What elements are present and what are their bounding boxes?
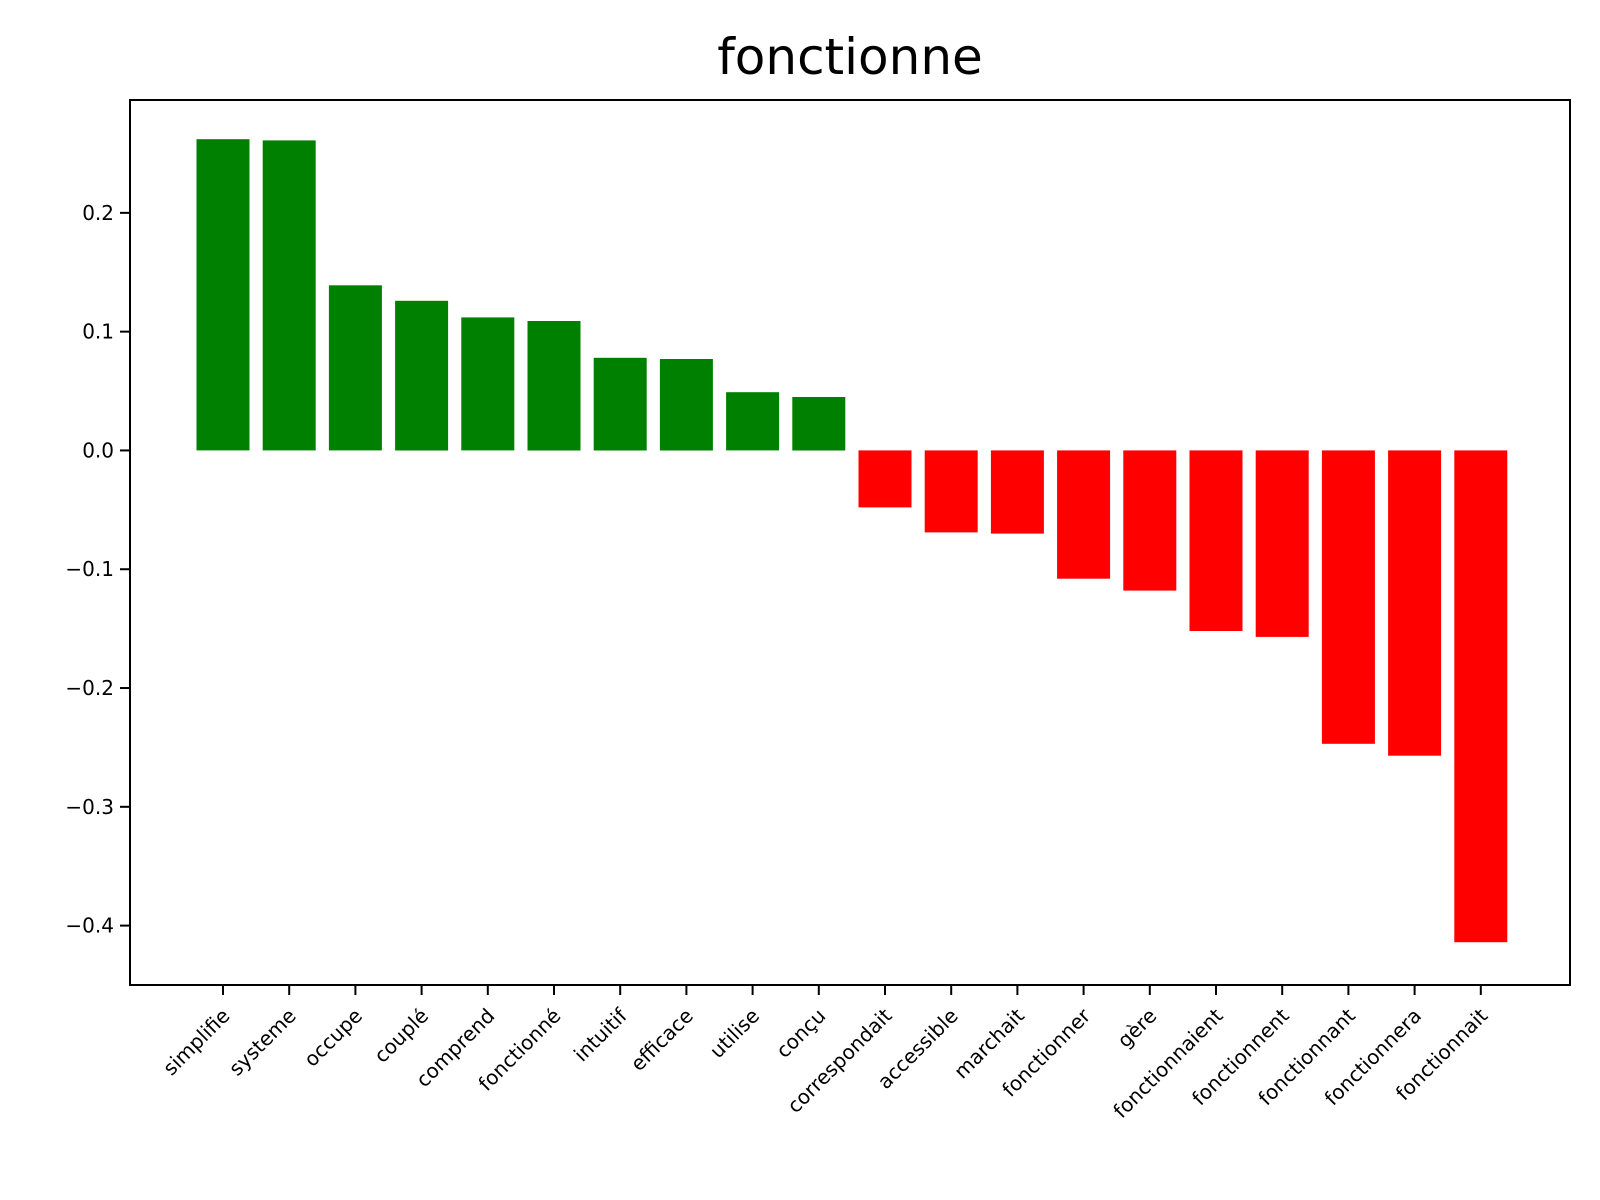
- bar-4: [395, 300, 449, 451]
- bar-15: [1123, 450, 1177, 591]
- bar-20: [1454, 450, 1508, 943]
- x-tick-label-15: gère: [1112, 1004, 1161, 1053]
- bar-18: [1321, 450, 1375, 744]
- y-tick-label-2: 0.1: [82, 320, 114, 344]
- y-tick-label-1: 0.2: [82, 201, 114, 225]
- x-tick-label-3: occupe: [299, 1004, 367, 1072]
- y-tick-label-5: −0.2: [65, 676, 114, 700]
- bar-17: [1255, 450, 1309, 637]
- bar-16: [1189, 450, 1243, 631]
- x-tick-label-7: intuitif: [569, 1003, 632, 1066]
- bar-6: [527, 321, 581, 451]
- x-tick-label-1: simplifie: [158, 1004, 234, 1080]
- bar-2: [262, 140, 316, 451]
- y-tick-label-3: 0.0: [82, 438, 114, 462]
- bar-12: [924, 450, 978, 533]
- y-axis: 0.2 0.1 0.0 −0.1 −0.2 −0.3 −0.4: [65, 201, 130, 938]
- y-tick-label-7: −0.4: [65, 914, 114, 938]
- plot-frame: [129, 99, 1571, 986]
- bar-7: [593, 357, 647, 451]
- x-tick-label-8: efficace: [626, 1004, 698, 1076]
- bar-10: [792, 397, 846, 451]
- bar-5: [461, 317, 515, 451]
- bar-1: [196, 139, 250, 451]
- x-tick-label-10: conçu: [771, 1004, 830, 1063]
- chart-title: fonctionne: [717, 28, 983, 86]
- bar-9: [726, 392, 780, 451]
- bar-14: [1057, 450, 1111, 579]
- bar-19: [1388, 450, 1442, 756]
- bar-13: [990, 450, 1044, 534]
- bars-layer: [196, 139, 1508, 943]
- x-tick-label-4: couplé: [369, 1004, 433, 1068]
- bar-11: [858, 450, 912, 508]
- bar-3: [328, 285, 382, 451]
- bar-8: [659, 359, 713, 451]
- y-tick-label-4: −0.1: [65, 557, 114, 581]
- x-tick-label-2: systeme: [224, 1004, 301, 1081]
- x-tick-label-9: utilise: [705, 1004, 764, 1063]
- y-tick-label-6: −0.3: [65, 795, 114, 819]
